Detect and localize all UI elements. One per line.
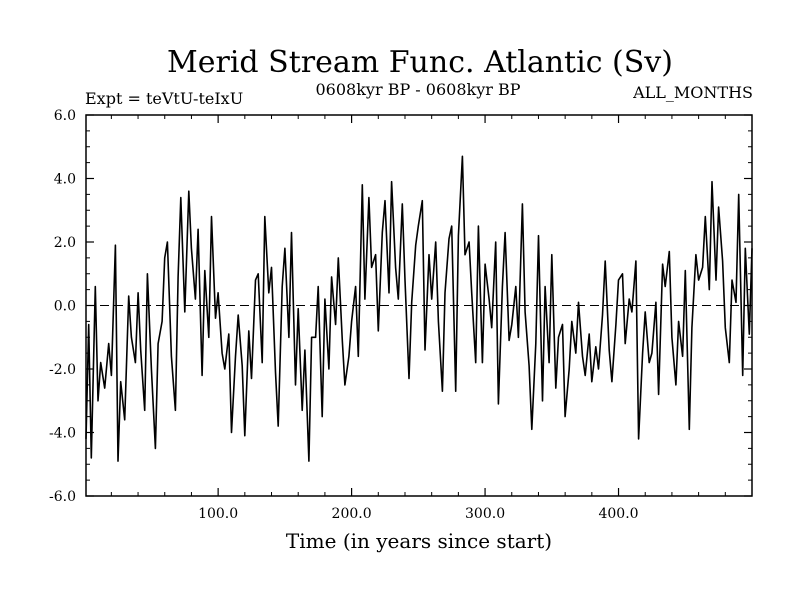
- x-tick-label-2: 300.0: [465, 506, 505, 522]
- experiment-label: Expt = teVtU-teIxU: [85, 89, 243, 108]
- y-tick-label-4: 2.0: [54, 235, 76, 251]
- months-label: ALL_MONTHS: [632, 83, 753, 102]
- y-tick-label-5: 4.0: [54, 172, 76, 188]
- series-line-0: [85, 155, 753, 462]
- x-tick-label-0: 100.0: [198, 506, 238, 522]
- period-label: 0608kyr BP - 0608kyr BP: [316, 80, 521, 99]
- y-tick-label-3: 0.0: [54, 299, 76, 315]
- plot-area: -6.0 -4.0 -2.0 0.0 2.0 4.0 6.0 100.0 200.0 300.0 4…: [49, 108, 753, 522]
- y-tick-label-6: 6.0: [54, 108, 76, 124]
- y-tick-label-0: -6.0: [49, 489, 76, 505]
- x-tick-label-1: 200.0: [332, 506, 372, 522]
- x-tick-label-3: 400.0: [598, 506, 638, 522]
- y-tick-label-1: -4.0: [49, 426, 76, 442]
- chart-title: Merid Stream Func. Atlantic (Sv): [167, 45, 673, 80]
- x-axis-label: Time (in years since start): [286, 529, 552, 553]
- y-tick-label-2: -2.0: [49, 362, 76, 378]
